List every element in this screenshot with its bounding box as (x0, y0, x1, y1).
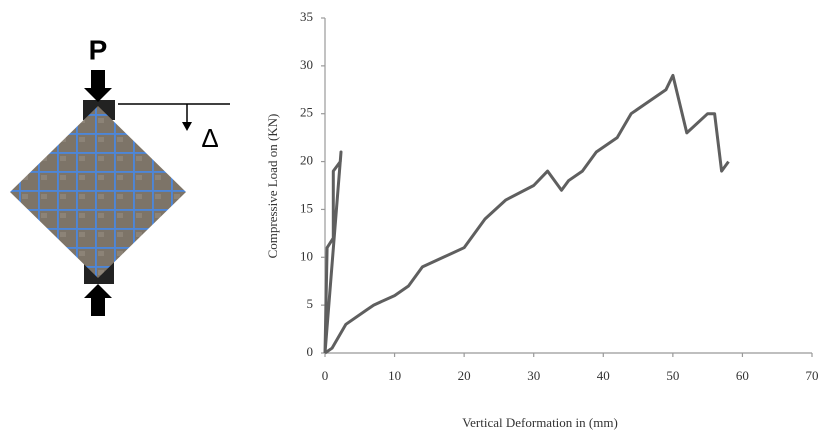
x-tick-label: 60 (736, 368, 749, 383)
x-tick-label: 20 (458, 368, 471, 383)
y-tick-label: 35 (300, 9, 313, 24)
y-tick-label: 15 (300, 200, 313, 215)
y-tick-label: 10 (300, 248, 313, 263)
reaction-arrow (84, 284, 112, 316)
x-tick-label: 40 (597, 368, 610, 383)
deflection-label: Δ (201, 123, 218, 153)
x-tick-label: 0 (322, 368, 329, 383)
x-axis-title: Vertical Deformation in (mm) (462, 415, 618, 430)
y-tick-label: 25 (300, 105, 313, 120)
deflection-arrowhead (182, 122, 192, 131)
specimen (10, 106, 186, 278)
specimen-diagram: P Δ (10, 34, 230, 316)
y-tick-label: 30 (300, 57, 313, 72)
data-line (324, 73, 730, 355)
load-arrow (84, 70, 112, 102)
x-tick-label: 70 (806, 368, 819, 383)
y-tick-label: 5 (307, 296, 314, 311)
x-tick-label: 30 (527, 368, 540, 383)
data-line (323, 150, 343, 354)
x-tick-label: 50 (666, 368, 679, 383)
y-tick-label: 0 (307, 344, 314, 359)
y-axis-title: Compressive Load on (KN) (265, 114, 280, 259)
load-label: P (89, 34, 108, 65)
x-tick-label: 10 (388, 368, 401, 383)
y-tick-label: 20 (300, 153, 313, 168)
